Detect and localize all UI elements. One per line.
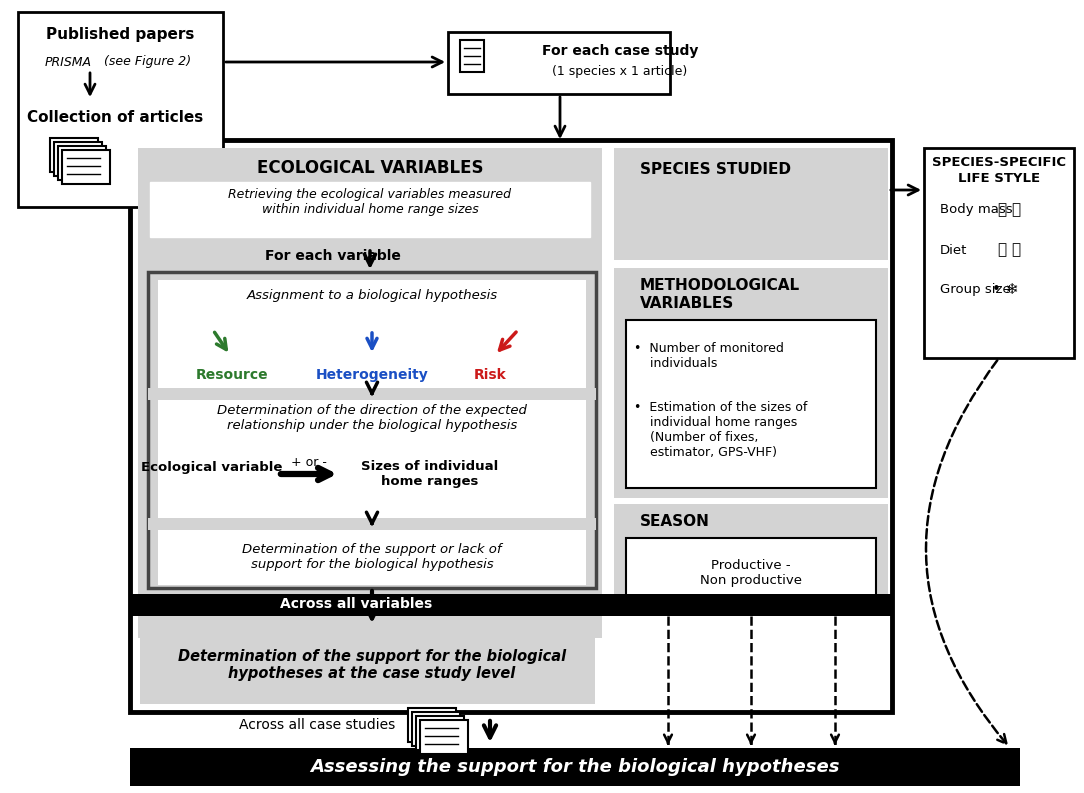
Bar [130, 748, 1020, 786]
Bar [138, 148, 602, 638]
Text: For each variable: For each variable [264, 249, 401, 263]
Bar [614, 148, 888, 260]
Bar [614, 268, 888, 498]
Text: 🌿 🫐: 🌿 🫐 [998, 243, 1021, 258]
Bar [59, 146, 106, 180]
Bar [412, 712, 460, 746]
Text: Determination of the support for the biological
hypotheses at the case study lev: Determination of the support for the bio… [178, 649, 566, 681]
Bar [158, 530, 586, 585]
Bar [149, 272, 596, 588]
Bar [158, 280, 586, 425]
Text: Ecological variable: Ecological variable [141, 462, 283, 474]
Bar [448, 32, 670, 94]
Text: For each case study: For each case study [542, 44, 698, 58]
Text: Determination of the direction of the expected
relationship under the biological: Determination of the direction of the ex… [217, 404, 527, 432]
Text: Body mass: Body mass [940, 204, 1012, 216]
Bar [149, 518, 596, 530]
Text: Assessing the support for the biological hypotheses: Assessing the support for the biological… [310, 758, 840, 776]
Text: Heterogeneity: Heterogeneity [315, 368, 428, 382]
Bar [625, 538, 876, 608]
Bar [408, 708, 456, 742]
Bar [614, 504, 888, 616]
Bar [130, 140, 892, 712]
Text: LIFE STYLE: LIFE STYLE [958, 171, 1040, 185]
Text: Determination of the support or lack of
support for the biological hypothesis: Determination of the support or lack of … [242, 543, 502, 571]
Text: Across all variables: Across all variables [280, 597, 433, 611]
Bar [54, 142, 102, 176]
Text: METHODOLOGICAL: METHODOLOGICAL [640, 278, 800, 293]
Text: VARIABLES: VARIABLES [640, 296, 734, 311]
Text: Published papers: Published papers [46, 28, 194, 43]
Bar [130, 594, 892, 616]
Text: •  Number of monitored
    individuals: • Number of monitored individuals [634, 342, 784, 370]
Text: 🦌 🦌: 🦌 🦌 [998, 202, 1021, 217]
Text: Collection of articles: Collection of articles [27, 110, 203, 125]
Text: Resource: Resource [196, 368, 269, 382]
Text: SEASON: SEASON [640, 515, 710, 530]
Text: Productive -
Non productive: Productive - Non productive [700, 559, 802, 587]
Text: (1 species x 1 article): (1 species x 1 article) [553, 66, 687, 79]
Bar [924, 148, 1074, 358]
Bar [140, 626, 595, 704]
Text: Retrieving the ecological variables measured
within individual home range sizes: Retrieving the ecological variables meas… [229, 188, 512, 216]
Bar [460, 40, 483, 72]
Text: Group size: Group size [940, 284, 1010, 297]
Text: Risk: Risk [474, 368, 506, 382]
Bar [18, 12, 223, 207]
Text: SPECIES STUDIED: SPECIES STUDIED [640, 163, 791, 178]
Bar [625, 320, 876, 488]
Text: (see Figure 2): (see Figure 2) [104, 56, 192, 68]
Text: PRISMA: PRISMA [44, 56, 91, 68]
Bar [158, 400, 586, 520]
Text: Diet: Diet [940, 243, 967, 256]
Bar [420, 720, 468, 754]
Text: + or -: + or - [292, 455, 327, 469]
Text: Across all case studies: Across all case studies [238, 718, 395, 732]
Bar [150, 182, 590, 237]
Bar [50, 138, 98, 172]
Bar [149, 388, 596, 400]
Text: Assignment to a biological hypothesis: Assignment to a biological hypothesis [246, 289, 498, 301]
Bar [416, 716, 464, 750]
Text: Sizes of individual
home ranges: Sizes of individual home ranges [361, 460, 499, 488]
Text: ECOLOGICAL VARIABLES: ECOLOGICAL VARIABLES [257, 159, 483, 177]
Text: •  Estimation of the sizes of
    individual home ranges
    (Number of fixes,
 : • Estimation of the sizes of individual … [634, 401, 808, 459]
Bar [62, 150, 109, 184]
Text: • ❄: • ❄ [992, 282, 1018, 297]
Text: SPECIES-SPECIFIC: SPECIES-SPECIFIC [932, 156, 1066, 170]
